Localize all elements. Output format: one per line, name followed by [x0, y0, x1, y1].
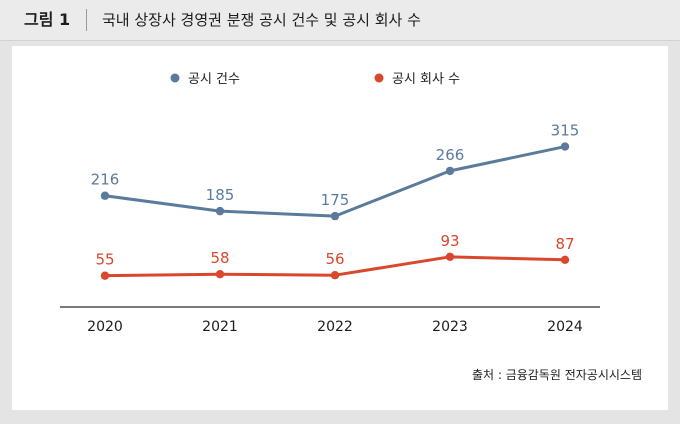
data-point	[215, 269, 225, 279]
x-tick-label: 2021	[202, 319, 238, 335]
data-label: 93	[440, 232, 459, 250]
figure-header: 그림 1 국내 상장사 경영권 분쟁 공시 건수 및 공시 회사 수	[0, 0, 680, 41]
data-label: 185	[206, 186, 235, 204]
data-point	[560, 142, 570, 151]
data-point	[560, 255, 570, 264]
data-label: 87	[555, 235, 574, 253]
data-label: 175	[321, 191, 350, 209]
legend-label: 공시 건수	[188, 72, 240, 87]
data-point	[330, 270, 340, 280]
chart-panel: 2020 2021 2022 2023 2024 공시 건수 공시 회사 수 216 185 17…	[12, 46, 668, 410]
data-point	[100, 191, 110, 200]
data-label: 315	[551, 122, 580, 140]
figure-title: 국내 상장사 경영권 분쟁 공시 건수 및 공시 회사 수	[102, 11, 421, 29]
legend-marker	[170, 73, 180, 83]
data-point	[215, 206, 225, 216]
x-tick-label: 2023	[432, 319, 468, 335]
data-point	[100, 271, 110, 280]
x-tick-label: 2022	[317, 319, 353, 335]
data-label: 58	[210, 249, 229, 267]
data-label: 56	[325, 250, 344, 268]
data-label: 216	[91, 171, 120, 189]
data-label: 266	[436, 146, 465, 164]
x-tick-label: 2020	[87, 319, 123, 335]
source-note: 출처 : 금융감독원 전자공시시스템	[471, 368, 642, 382]
data-point	[445, 252, 455, 262]
data-label: 55	[95, 251, 114, 269]
legend-marker	[374, 73, 384, 83]
data-point	[445, 166, 455, 176]
line-chart: 2020 2021 2022 2023 2024 공시 건수 공시 회사 수 216 185 17…	[60, 72, 600, 335]
data-point	[330, 211, 340, 221]
x-tick-label: 2024	[547, 319, 583, 335]
header-divider	[86, 9, 87, 31]
figure-label: 그림 1	[24, 10, 71, 29]
legend-label: 공시 회사 수	[392, 72, 460, 87]
